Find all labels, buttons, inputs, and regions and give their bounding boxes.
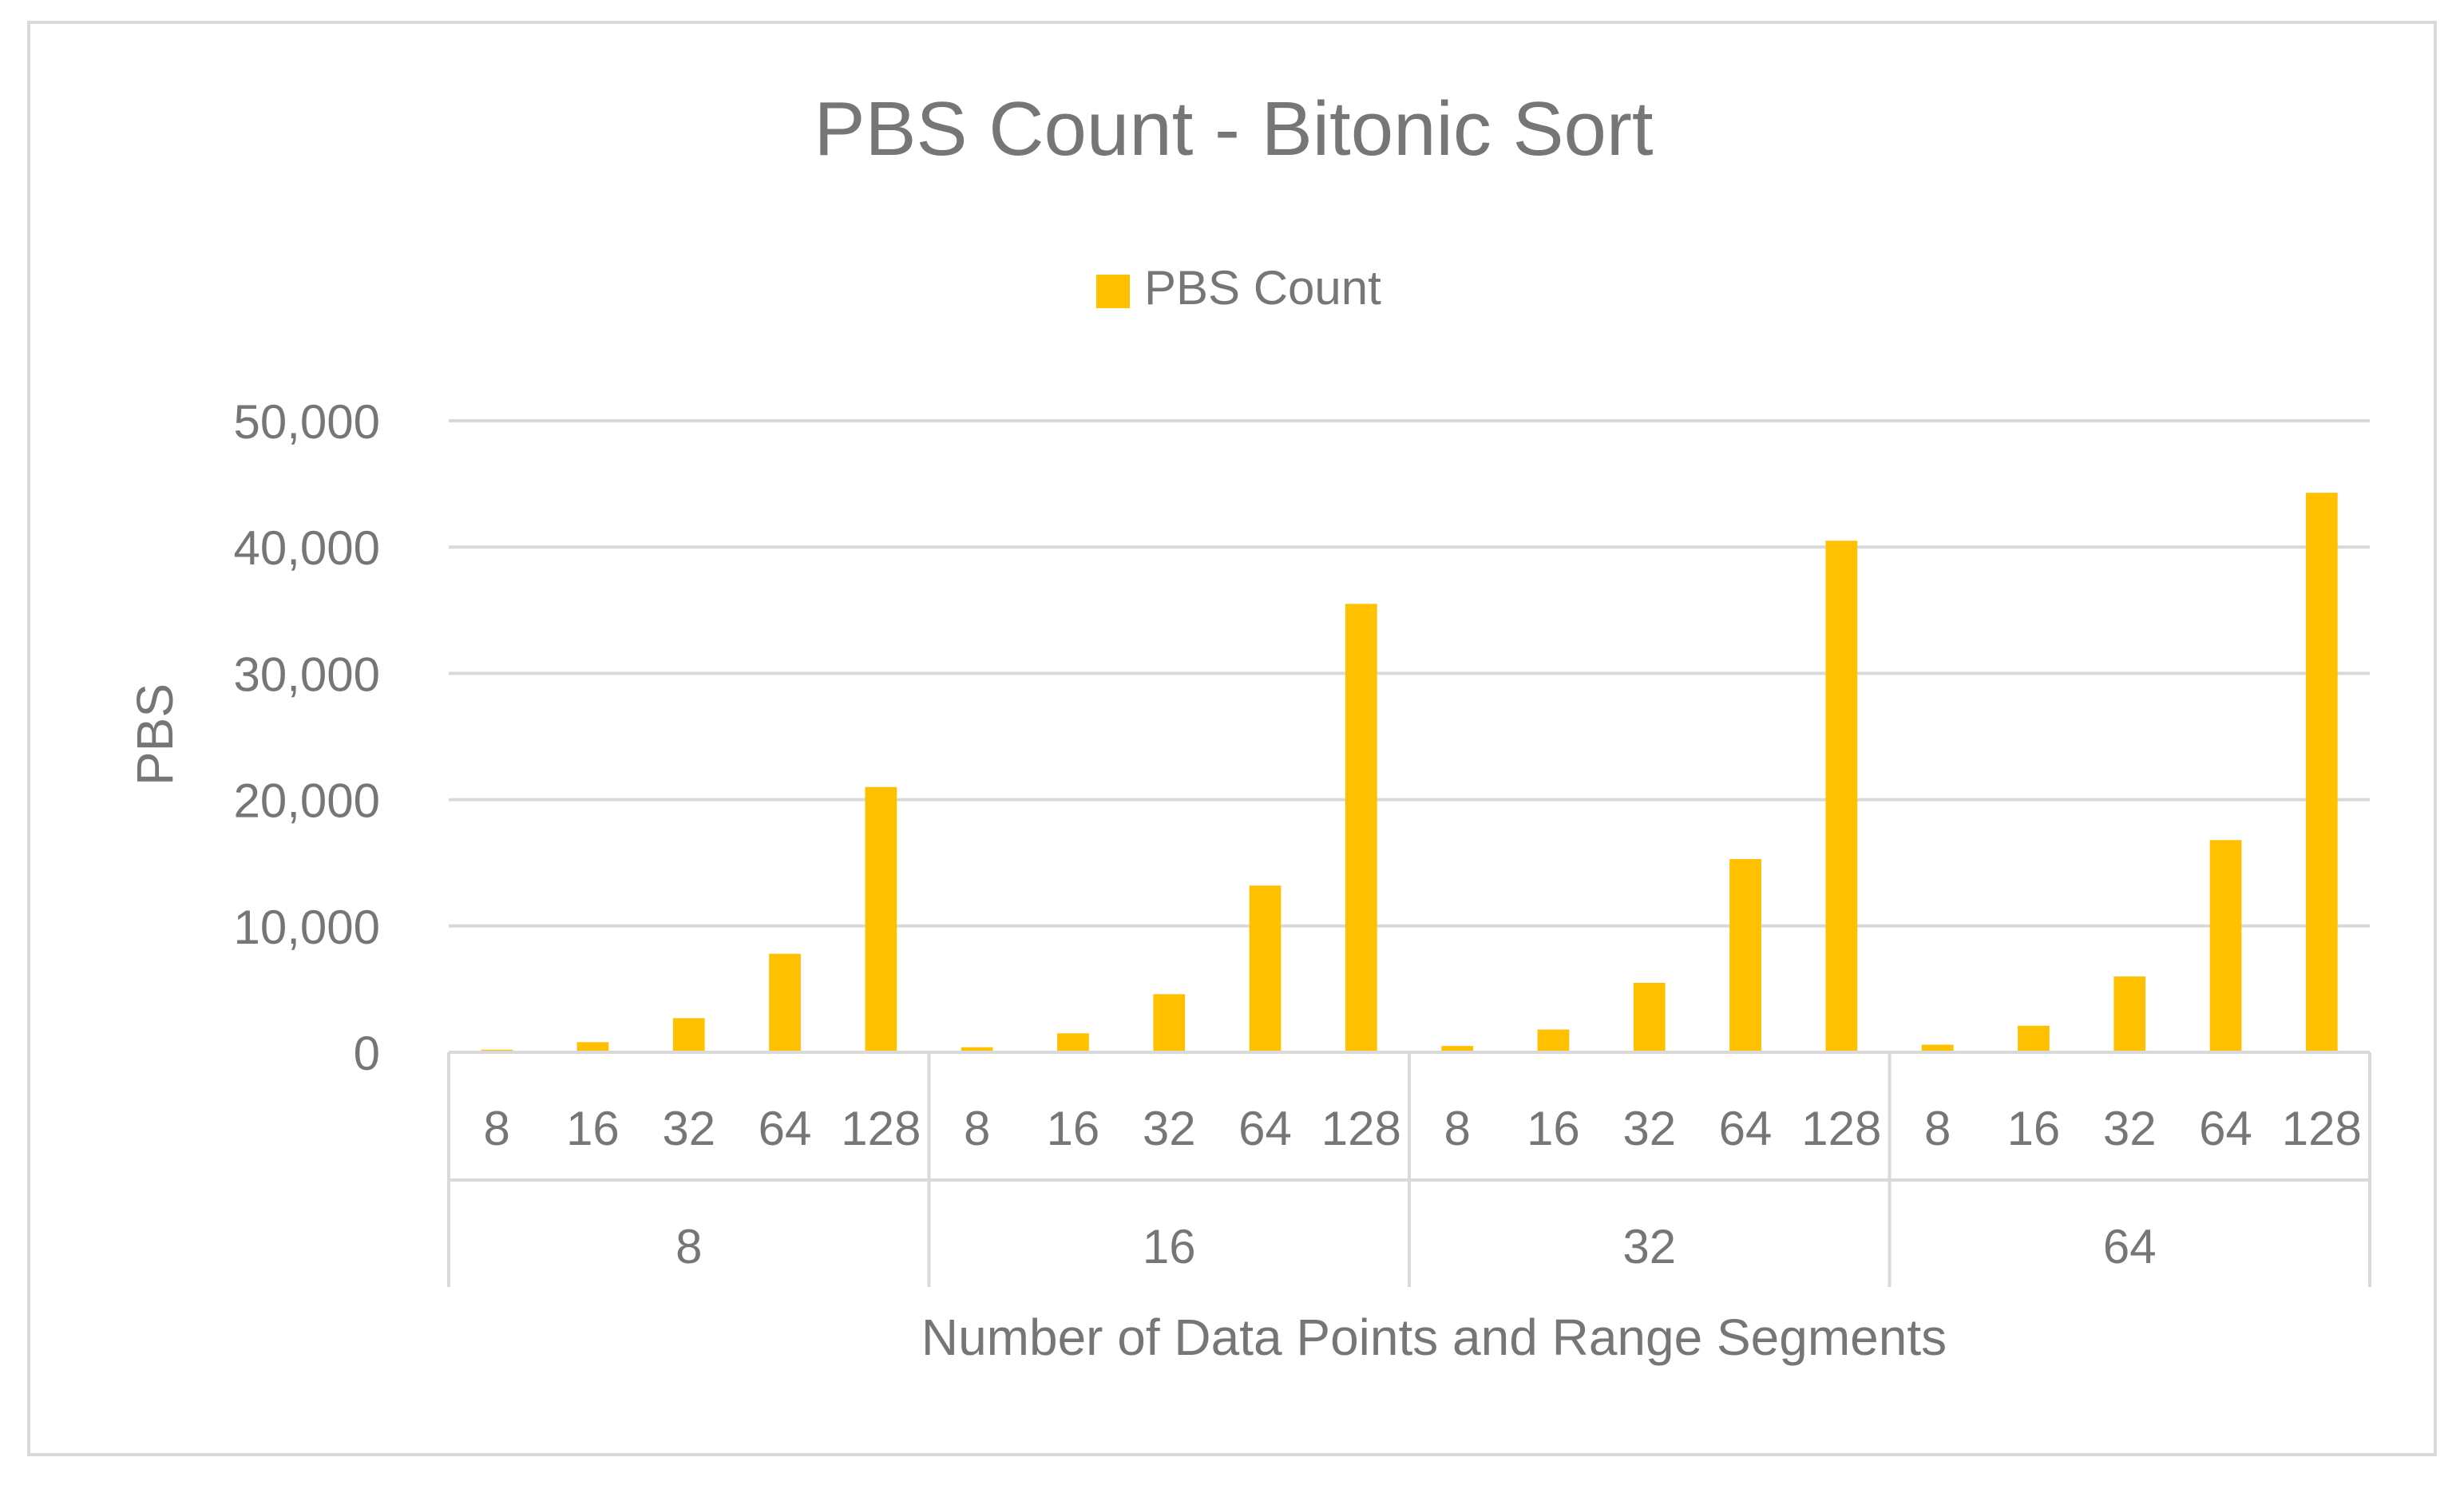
chart-title: PBS Count - Bitonic Sort [814,86,1653,172]
x-axis-ticks: 8 16 32 64 128 8 8 16 32 64 128 16 8 16 32 64 128 32 8 16 32… [483,1102,2361,1273]
y-tick-label: 10,000 [233,901,380,954]
bar [1537,1029,1570,1052]
legend-swatch [1096,275,1130,308]
y-axis-title: PBS [126,683,184,786]
x-tick-label: 16 [566,1102,620,1155]
x-tick-label: 8 [1924,1102,1951,1155]
bar [2306,493,2338,1052]
x-tick-label: 128 [1321,1102,1401,1155]
x-tick-label: 32 [1143,1102,1196,1155]
x-axis [447,1051,2371,1287]
x-tick-label: 64 [1719,1102,1773,1155]
chart-frame [27,21,2437,1456]
x-group-label: 8 [675,1220,702,1273]
bars [481,493,2338,1052]
bar [1729,858,1761,1052]
x-group-label: 64 [2103,1220,2157,1273]
bar [576,1042,609,1052]
x-group-label: 32 [1622,1220,1676,1273]
y-tick-label: 20,000 [233,774,380,828]
y-axis-ticks: 0 10,000 20,000 30,000 40,000 50,000 [233,395,380,1080]
legend: PBS Count [1096,261,1381,315]
x-tick-label: 32 [2103,1102,2157,1155]
x-tick-label: 64 [759,1102,812,1155]
x-tick-label: 128 [1801,1102,1881,1155]
bar [1441,1046,1473,1052]
x-axis-title: Number of Data Points and Range Segments [921,1309,1947,1366]
x-tick-label: 16 [1527,1102,1580,1155]
x-tick-label: 8 [964,1102,990,1155]
x-tick-label: 8 [483,1102,509,1155]
x-tick-label: 128 [841,1102,921,1155]
bar [2018,1025,2050,1052]
y-tick-label: 50,000 [233,395,380,449]
bar [1249,885,1282,1052]
y-tick-label: 30,000 [233,647,380,701]
y-tick-label: 40,000 [233,521,380,575]
bar [1825,541,1858,1052]
x-tick-label: 64 [2199,1102,2252,1155]
x-tick-label: 16 [1047,1102,1100,1155]
x-tick-label: 32 [1622,1102,1676,1155]
x-tick-label: 32 [662,1102,715,1155]
x-tick-label: 64 [1238,1102,1292,1155]
legend-label: PBS Count [1144,261,1381,315]
bar [1345,604,1377,1052]
y-tick-label: 0 [354,1027,380,1080]
x-tick-label: 8 [1444,1102,1470,1155]
bar [1921,1044,1954,1052]
bar [961,1047,993,1052]
bar [1633,982,1666,1052]
bar [2113,976,2146,1052]
bar [2209,840,2242,1052]
x-group-label: 16 [1143,1220,1196,1273]
bar [1057,1033,1089,1052]
bar [672,1018,705,1052]
x-tick-label: 128 [2282,1102,2362,1155]
bar [865,786,897,1052]
bar [769,953,801,1052]
gridlines [449,419,2370,928]
bar [1153,994,1186,1052]
x-tick-label: 16 [2007,1102,2061,1155]
